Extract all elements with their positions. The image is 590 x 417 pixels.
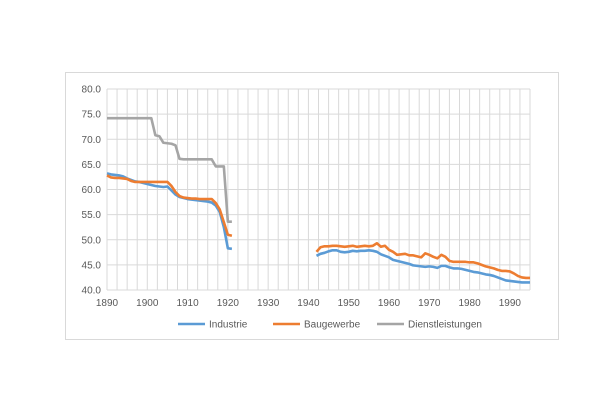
x-tick-label: 1940 xyxy=(297,298,320,309)
x-tick-label: 1970 xyxy=(418,298,441,309)
series-line-industrie-segment-2 xyxy=(315,249,530,284)
y-tick-label: 75.0 xyxy=(82,110,102,121)
x-tick-label: 1980 xyxy=(458,298,481,309)
x-tick-label: 1900 xyxy=(136,298,159,309)
legend-label-dienstleistungen: Dienstleistungen xyxy=(408,320,482,331)
y-tick-label: 40.0 xyxy=(82,286,102,297)
grid xyxy=(106,88,531,291)
x-tick-label: 1890 xyxy=(96,298,119,309)
series-line-baugewerbe-segment-1 xyxy=(106,174,233,237)
series-lines xyxy=(106,116,530,284)
x-tick-label: 1910 xyxy=(176,298,199,309)
x-tick-label: 1960 xyxy=(378,298,401,309)
y-tick-label: 45.0 xyxy=(82,260,102,271)
y-tick-label: 65.0 xyxy=(82,160,102,171)
legend-label-baugewerbe: Baugewerbe xyxy=(304,320,361,331)
x-axis-ticks: 1890 1900 1910 1920 1930 1940 1950 1960 1970 1980… xyxy=(96,298,522,309)
legend: Industrie Baugewerbe Dienstleistungen xyxy=(178,320,482,331)
y-tick-label: 50.0 xyxy=(82,235,102,246)
x-tick-label: 1930 xyxy=(257,298,280,309)
x-tick-label: 1950 xyxy=(338,298,361,309)
y-axis-ticks: 80.0 75.0 70.0 65.0 60.0 55.0 50.0 45.0 40.0 xyxy=(82,85,102,297)
legend-label-industrie: Industrie xyxy=(209,320,248,331)
y-tick-label: 55.0 xyxy=(82,210,102,221)
series-line-dienstleistungen-segment-1 xyxy=(107,116,232,223)
y-tick-label: 60.0 xyxy=(82,185,102,196)
x-tick-label: 1920 xyxy=(217,298,240,309)
y-tick-label: 80.0 xyxy=(82,85,102,96)
x-tick-label: 1990 xyxy=(499,298,522,309)
y-tick-label: 70.0 xyxy=(82,135,102,146)
series-line-baugewerbe-segment-2 xyxy=(315,241,530,280)
